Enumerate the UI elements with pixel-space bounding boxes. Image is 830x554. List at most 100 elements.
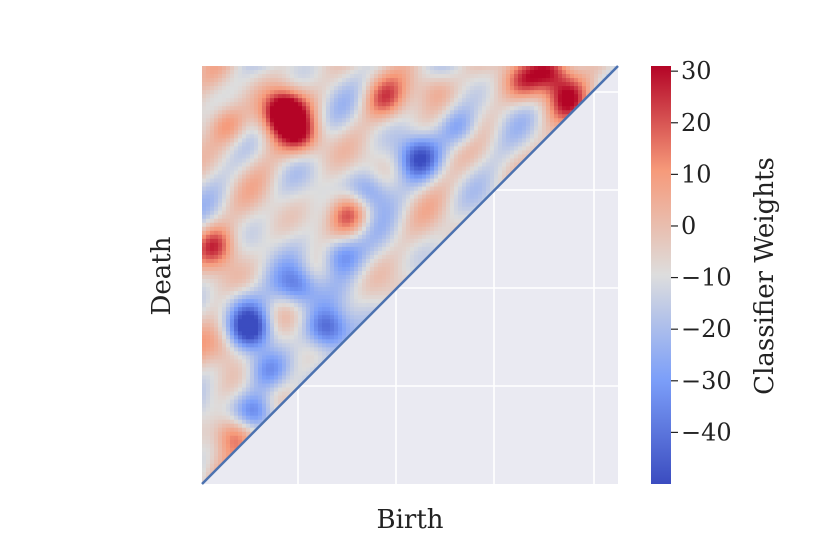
heatmap-cell <box>250 114 255 119</box>
heatmap-cell <box>402 266 407 272</box>
heatmap-cell <box>206 222 211 228</box>
heatmap-cell <box>458 214 463 220</box>
heatmap-cell <box>370 230 375 236</box>
heatmap-cell <box>222 66 227 71</box>
heatmap-cell <box>334 299 339 304</box>
heatmap-cell <box>326 66 331 71</box>
heatmap-cell <box>298 182 303 188</box>
heatmap-cell <box>270 291 275 296</box>
heatmap-cell <box>262 399 267 405</box>
heatmap-cell <box>210 234 215 240</box>
heatmap-cell <box>350 283 355 288</box>
heatmap-cell <box>354 178 359 184</box>
heatmap-cell <box>386 118 391 123</box>
heatmap-cell <box>262 246 267 252</box>
heatmap-cell <box>210 166 215 172</box>
heatmap-cell <box>338 311 343 316</box>
heatmap-cell <box>294 291 299 296</box>
heatmap-cell <box>226 126 231 131</box>
heatmap-cell <box>306 82 311 87</box>
heatmap-cell <box>330 234 335 240</box>
heatmap-cell <box>242 307 247 312</box>
heatmap-cell <box>202 367 207 373</box>
heatmap-cell <box>362 86 367 91</box>
heatmap-cell <box>226 186 231 192</box>
heatmap-cell <box>366 238 371 244</box>
heatmap-cell <box>422 174 427 180</box>
heatmap-cell <box>390 162 395 168</box>
heatmap-cell <box>442 70 447 75</box>
heatmap-cell <box>290 122 295 127</box>
heatmap-cell <box>398 242 403 248</box>
heatmap-cell <box>226 399 231 405</box>
heatmap-cell <box>210 275 215 280</box>
heatmap-cell <box>478 146 483 151</box>
heatmap-cell <box>234 186 239 192</box>
heatmap-cell <box>302 295 307 300</box>
heatmap-cell <box>454 126 459 131</box>
heatmap-cell <box>266 194 271 200</box>
heatmap-cell <box>302 291 307 296</box>
heatmap-cell <box>406 130 411 135</box>
heatmap-cell <box>414 258 419 264</box>
heatmap-cell <box>462 170 467 176</box>
heatmap-cell <box>278 343 283 348</box>
heatmap-cell <box>214 383 219 389</box>
heatmap-cell <box>466 70 471 75</box>
heatmap-cell <box>334 102 339 107</box>
heatmap-cell <box>298 118 303 123</box>
heatmap-cell <box>290 134 295 139</box>
heatmap-cell <box>294 190 299 196</box>
heatmap-cell <box>450 222 455 228</box>
heatmap-cell <box>238 94 243 99</box>
heatmap-cell <box>434 178 439 184</box>
heatmap-cell <box>210 335 215 340</box>
heatmap-cell <box>206 106 211 111</box>
heatmap-cell <box>286 206 291 212</box>
heatmap-cell <box>202 158 207 164</box>
heatmap-cell <box>466 178 471 184</box>
heatmap-cell <box>222 299 227 304</box>
heatmap-cell <box>370 178 375 184</box>
heatmap-cell <box>302 287 307 292</box>
heatmap-cell <box>378 90 383 95</box>
heatmap-cell <box>346 262 351 268</box>
heatmap-cell <box>402 186 407 192</box>
heatmap-cell <box>282 283 287 288</box>
heatmap-cell <box>354 270 359 276</box>
heatmap-cell <box>270 130 275 135</box>
heatmap-cell <box>270 146 275 151</box>
heatmap-cell <box>262 371 267 377</box>
heatmap-cell <box>370 174 375 180</box>
heatmap-cell <box>262 234 267 240</box>
heatmap-cell <box>338 66 343 71</box>
heatmap-cell <box>418 178 423 184</box>
heatmap-cell <box>238 178 243 184</box>
heatmap-cell <box>346 299 351 304</box>
heatmap-cell <box>222 363 227 369</box>
heatmap-cell <box>262 387 267 393</box>
heatmap-cell <box>222 94 227 99</box>
heatmap-cell <box>450 162 455 168</box>
heatmap-cell <box>382 287 387 292</box>
heatmap-cell <box>390 94 395 99</box>
heatmap-cell <box>374 222 379 228</box>
heatmap-cell <box>378 230 383 236</box>
heatmap-cell <box>310 202 315 208</box>
heatmap-cell <box>338 206 343 212</box>
heatmap-cell <box>386 279 391 284</box>
heatmap-cell <box>314 134 319 139</box>
heatmap-cell <box>226 435 231 441</box>
heatmap-cell <box>278 66 283 71</box>
heatmap-cell <box>242 287 247 292</box>
heatmap-cell <box>298 319 303 324</box>
heatmap-cell <box>362 287 367 292</box>
heatmap-cell <box>254 303 259 308</box>
heatmap-cell <box>426 182 431 188</box>
heatmap-cell <box>322 90 327 95</box>
heatmap-cell <box>450 150 455 156</box>
heatmap-cell <box>362 190 367 196</box>
heatmap-cell <box>406 174 411 180</box>
heatmap-cell <box>310 327 315 332</box>
heatmap-cell <box>302 323 307 328</box>
